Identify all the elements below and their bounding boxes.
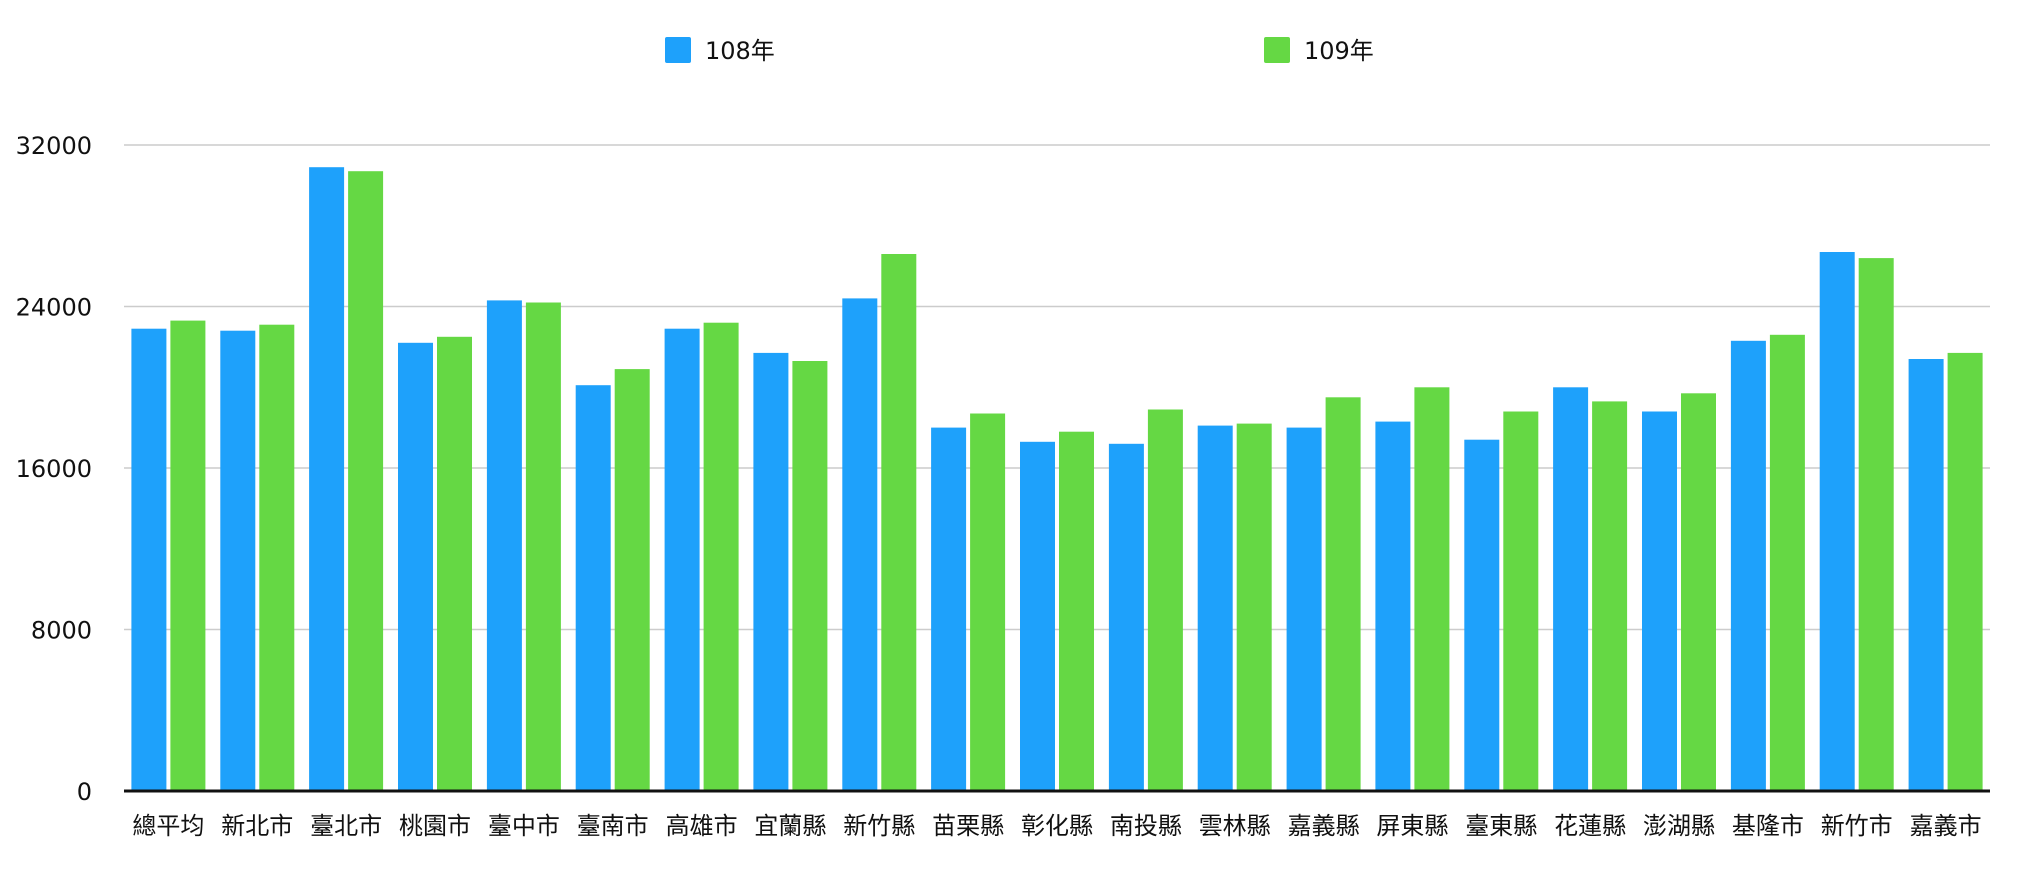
bar-108	[664, 328, 700, 791]
y-tick-label: 32000	[16, 132, 92, 160]
bar-108	[1642, 411, 1677, 791]
bar-109	[614, 369, 650, 791]
bar-109	[703, 322, 739, 791]
x-tick-label: 新北市	[221, 812, 293, 840]
x-tick-label: 南投縣	[1110, 812, 1182, 840]
bar-109	[792, 361, 828, 791]
bar-108	[1464, 439, 1500, 791]
bar-108	[1819, 252, 1855, 791]
x-tick-label: 嘉義縣	[1288, 812, 1360, 840]
legend-label-109: 109年	[1304, 37, 1374, 65]
x-axis-labels: 總平均 新北市 臺北市 桃園市 臺中市 臺南市 高雄市 宜蘭縣 新竹縣 苗栗縣 彰化縣 南投縣 雲林縣嘉…	[132, 812, 1981, 840]
x-tick-label: 澎湖縣	[1643, 812, 1715, 840]
x-tick-label: 基隆市	[1732, 812, 1804, 840]
bar-108	[753, 352, 789, 791]
bar-109	[1592, 401, 1628, 791]
x-tick-label: 高雄市	[666, 812, 738, 840]
bar-108	[1375, 421, 1411, 791]
y-axis-ticks: 0 8000 16000 24000 32000	[16, 132, 92, 806]
bar-109	[1325, 397, 1361, 791]
x-tick-label: 桃園市	[399, 812, 471, 840]
bar-108	[842, 298, 878, 791]
bar-109	[1414, 387, 1450, 792]
x-tick-label: 臺北市	[310, 812, 382, 840]
x-tick-label: 臺東縣	[1465, 812, 1537, 840]
x-tick-label: 嘉義市	[1910, 812, 1982, 840]
bar-109	[1236, 423, 1272, 791]
bar-108	[1286, 427, 1322, 791]
bar-109	[437, 336, 472, 791]
legend: 108年 109年	[665, 37, 1374, 65]
x-tick-label: 苗栗縣	[932, 812, 1004, 840]
bars	[131, 167, 1983, 792]
bar-109	[1503, 411, 1539, 791]
legend-swatch-108	[665, 37, 691, 63]
bar-108	[309, 167, 345, 791]
bar-108	[1020, 441, 1055, 791]
bar-108	[220, 330, 256, 791]
legend-swatch-109	[1264, 37, 1290, 63]
bar-109	[970, 413, 1006, 791]
gridlines	[124, 144, 1990, 631]
bar-108	[1108, 443, 1144, 791]
bar-108	[931, 427, 967, 791]
x-tick-label: 臺南市	[577, 812, 649, 840]
legend-label-108: 108年	[705, 37, 775, 65]
x-tick-label: 新竹市	[1821, 812, 1893, 840]
bar-109	[1147, 409, 1183, 791]
bar-109	[1947, 352, 1983, 791]
bar-108	[486, 300, 522, 791]
bar-108	[1908, 359, 1944, 791]
bar-109	[1059, 431, 1094, 791]
y-tick-label: 0	[77, 778, 92, 806]
x-tick-label: 彰化縣	[1021, 812, 1093, 840]
bar-109	[1681, 393, 1716, 791]
x-tick-label: 屏東縣	[1376, 812, 1448, 840]
x-tick-label: 新竹縣	[843, 812, 915, 840]
bar-108	[1730, 340, 1766, 791]
bar-109	[525, 302, 561, 791]
bar-108	[1553, 387, 1589, 792]
x-tick-label: 花蓮縣	[1554, 812, 1626, 840]
y-tick-label: 24000	[16, 294, 92, 322]
bar-108	[131, 328, 167, 791]
bar-109	[170, 320, 206, 791]
bar-109	[259, 324, 295, 791]
bar-109	[881, 254, 917, 791]
x-tick-label: 雲林縣	[1199, 812, 1271, 840]
bar-108	[575, 385, 611, 791]
x-tick-label: 總平均	[132, 812, 204, 840]
bar-109	[348, 171, 384, 791]
bar-109	[1858, 258, 1894, 792]
bar-108	[1197, 425, 1233, 791]
x-tick-label: 宜蘭縣	[754, 812, 826, 840]
y-tick-label: 16000	[16, 455, 92, 483]
x-tick-label: 臺中市	[488, 812, 560, 840]
bar-109	[1769, 334, 1805, 791]
y-tick-label: 8000	[31, 617, 92, 645]
bar-108	[398, 342, 433, 791]
